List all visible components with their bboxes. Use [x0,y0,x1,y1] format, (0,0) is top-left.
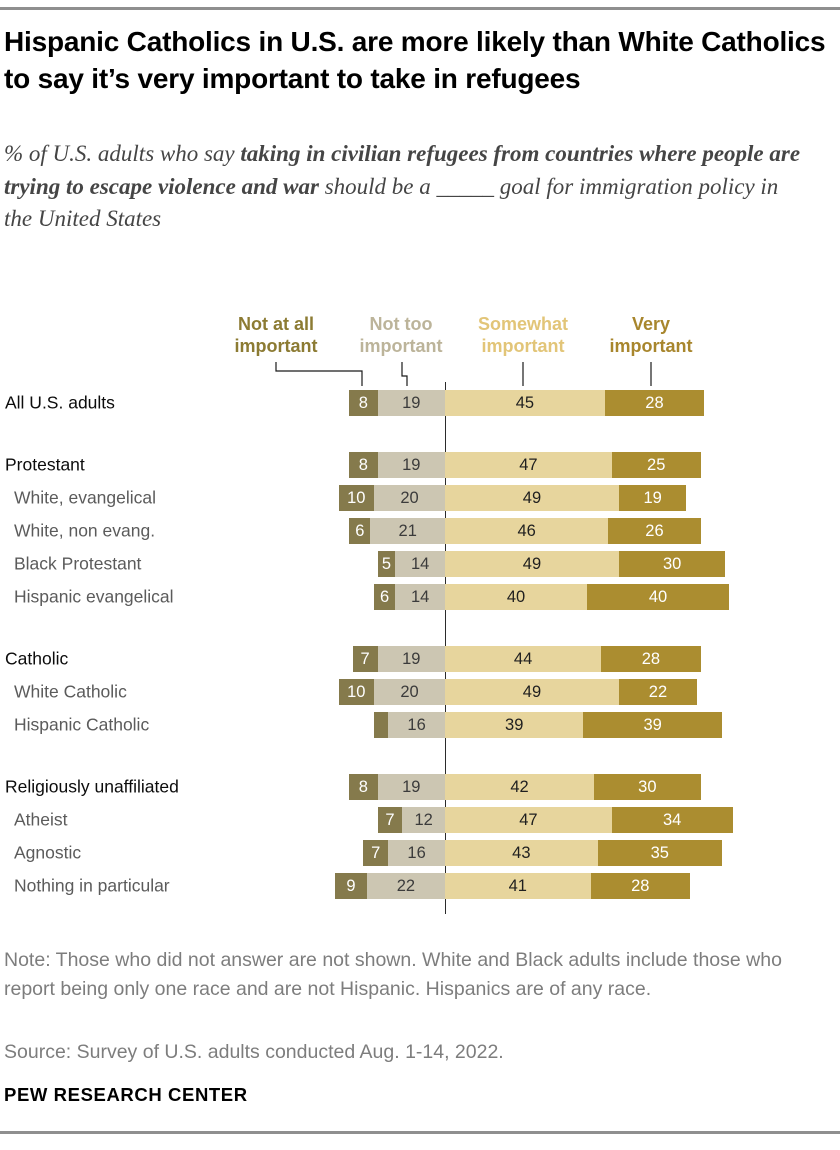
bar-segment-somewhat-important: 40 [445,584,587,610]
row-label: Hispanic evangelical [14,586,174,607]
chart-row: White Catholic 10 20 49 22 [0,679,840,705]
bar-segment-very-important: 28 [601,646,701,672]
bar-segment-somewhat-important: 46 [445,518,609,544]
bar-segment-very-important: 26 [608,518,701,544]
chart-subtitle: % of U.S. adults who say taking in civil… [4,138,804,236]
bar-segment-very-important: 34 [611,807,733,833]
bar-segment-not-too-important: 16 [388,712,445,738]
legend-not-too-important: Not too important [359,314,443,356]
bar-segment-very-important: 19 [618,485,687,511]
bar-segment-not-at-all-important: 9 [334,873,367,899]
row-label: Nothing in particular [14,875,170,896]
bar-segment-not-too-important: 20 [374,679,445,705]
bar-segment-not-at-all-important: 8 [349,774,378,800]
bar-segment-somewhat-important: 45 [445,390,605,416]
row-label: White Catholic [14,681,127,702]
bar-segment-very-important: 22 [618,679,698,705]
chart-row: Nothing in particular 9 22 41 28 [0,873,840,899]
bar-segment-very-important: 28 [590,873,690,899]
bar-segment-very-important: 28 [604,390,705,416]
bar-segment-very-important: 39 [583,712,722,738]
bar-segment-not-too-important: 19 [377,774,445,800]
bar-segment-not-at-all-important: 8 [349,452,378,478]
bar-segment-somewhat-important: 49 [445,485,619,511]
bar-segment-not-too-important: 19 [377,646,445,672]
note-text: Note: Those who did not answer are not s… [4,949,782,1001]
chart-rows: All U.S. adults 8 19 45 28 Protestant 8 19 47 25 W… [0,390,840,910]
chart-row: Protestant 8 19 47 25 [0,452,840,478]
chart-row: All U.S. adults 8 19 45 28 [0,390,840,416]
bar-segment-very-important: 25 [611,452,701,478]
bar-segment-not-too-important: 14 [395,551,445,577]
legend-somewhat-important: Somewhat important [477,314,569,356]
bar-segment-very-important: 30 [618,551,726,577]
bar-segment-not-at-all-important [374,712,389,738]
bar-segment-not-too-important: 19 [377,390,445,416]
bar-segment-not-too-important: 16 [388,840,445,866]
bar-segment-somewhat-important: 49 [445,551,619,577]
chart-row: Agnostic 7 16 43 35 [0,840,840,866]
legend-not-at-all-important: Not at all important [234,314,318,356]
bar-segment-somewhat-important: 42 [445,774,595,800]
row-label: Hispanic Catholic [14,714,150,735]
subtitle-prefix: % of U.S. adults who say [4,141,241,166]
row-label: Protestant [5,454,85,475]
row-label: White, evangelical [14,487,157,508]
bar-segment-not-at-all-important: 5 [377,551,396,577]
chart-row: Black Protestant 5 14 49 30 [0,551,840,577]
bottom-divider [0,1131,840,1134]
bar-segment-somewhat-important: 41 [445,873,591,899]
chart-row: Catholic 7 19 44 28 [0,646,840,672]
bar-segment-not-too-important: 19 [377,452,445,478]
bar-segment-not-at-all-important: 7 [363,840,389,866]
brand-footer: PEW RESEARCH CENTER [4,1084,248,1105]
subtitle-suffix: should be a _____ goal for immigration p… [4,173,779,232]
bar-segment-not-too-important: 21 [370,518,445,544]
bar-segment-not-at-all-important: 7 [352,646,378,672]
row-label: Atheist [14,809,68,830]
bar-segment-not-at-all-important: 10 [338,485,374,511]
top-divider [0,7,840,10]
bar-segment-not-too-important: 20 [374,485,445,511]
bar-segment-not-too-important: 22 [366,873,445,899]
chart-row: White, evangelical 10 20 49 19 [0,485,840,511]
chart-row: White, non evang. 6 21 46 26 [0,518,840,544]
subtitle-bold: taking in civilian refugees from countri… [4,141,801,199]
row-label: Black Protestant [14,553,142,574]
bar-segment-somewhat-important: 44 [445,646,602,672]
bar-segment-very-important: 30 [594,774,701,800]
legend-very-important: Very important [609,314,693,356]
chart-row: Atheist 7 12 47 34 [0,807,840,833]
bar-segment-very-important: 40 [587,584,729,610]
bar-segment-not-at-all-important: 8 [349,390,378,416]
chart-row: Hispanic Catholic 16 39 39 [0,712,840,738]
chart-title: Hispanic Catholics in U.S. are more like… [4,26,826,94]
bar-segment-not-at-all-important: 7 [377,807,403,833]
row-label: Catholic [5,648,69,669]
bar-segment-somewhat-important: 39 [445,712,584,738]
bar-segment-not-too-important: 12 [402,807,445,833]
bar-segment-not-at-all-important: 6 [349,518,371,544]
chart-row: Religiously unaffiliated 8 19 42 30 [0,774,840,800]
row-label: White, non evang. [14,520,156,541]
source-text: Source: Survey of U.S. adults conducted … [4,1041,504,1063]
bar-segment-very-important: 35 [597,840,722,866]
row-label: All U.S. adults [5,392,115,413]
bar-segment-not-too-important: 14 [395,584,445,610]
bar-segment-somewhat-important: 49 [445,679,619,705]
bar-segment-somewhat-important: 47 [445,452,612,478]
chart-row: Hispanic evangelical 6 14 40 40 [0,584,840,610]
bar-segment-somewhat-important: 43 [445,840,598,866]
bar-segment-not-at-all-important: 6 [374,584,396,610]
bar-segment-not-at-all-important: 10 [338,679,374,705]
bar-segment-somewhat-important: 47 [445,807,612,833]
row-label: Religiously unaffiliated [5,776,179,797]
row-label: Agnostic [14,842,82,863]
